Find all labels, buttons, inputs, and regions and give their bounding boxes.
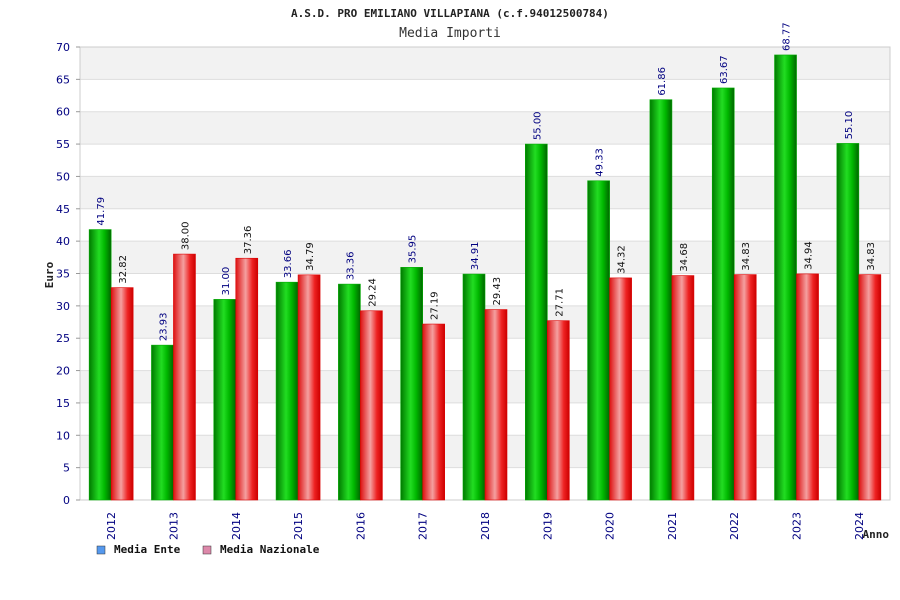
bar-media-nazionale-2018 [484, 309, 508, 501]
y-tick-label: 10 [56, 429, 70, 442]
y-tick-label: 20 [56, 365, 70, 378]
y-axis-ticks: 0 5 10 15 20 25 30 35 40 45 50 55 60 65 70 [56, 41, 80, 507]
data-labels: 41.79 32.82 23.93 38.00 31.00 37.36 33.66 34.79… [96, 22, 877, 341]
chart-subtitle: Media Importi [399, 26, 501, 41]
data-label: 41.79 [96, 197, 107, 226]
data-label: 27.71 [554, 288, 565, 317]
data-label: 63.67 [719, 55, 730, 84]
bar-media-ente-2021 [649, 99, 673, 501]
x-tick-label: 2017 [417, 512, 430, 540]
x-axis-label: Anno [863, 528, 890, 541]
bar-media-ente-2023 [774, 54, 797, 501]
y-tick-label: 60 [56, 106, 70, 119]
bar-media-ente-2015 [275, 281, 299, 501]
x-tick-label: 2016 [354, 512, 367, 540]
bar-media-ente-2022 [711, 87, 735, 501]
y-tick-label: 50 [56, 170, 70, 183]
data-label: 33.66 [283, 250, 294, 279]
data-label: 55.10 [844, 111, 855, 140]
y-tick-label: 40 [56, 235, 70, 248]
y-tick-label: 30 [56, 300, 70, 313]
bar-media-ente-2017 [400, 267, 423, 501]
data-label: 29.43 [492, 277, 503, 306]
chart-title: A.S.D. PRO EMILIANO VILLAPIANA (c.f.9401… [291, 7, 609, 20]
bar-media-ente-2024 [836, 143, 860, 501]
y-tick-label: 5 [63, 462, 70, 475]
data-label: 55.00 [532, 111, 543, 140]
bar-media-ente-2019 [525, 143, 548, 501]
bar-media-ente-2018 [462, 273, 486, 501]
grid-band [80, 176, 890, 209]
bar-media-nazionale-2021 [671, 275, 695, 501]
legend-swatch-media-nazionale [202, 545, 212, 555]
bar-media-nazionale-2015 [297, 274, 321, 501]
data-label: 68.77 [782, 22, 793, 51]
y-tick-label: 70 [56, 41, 70, 54]
data-label: 34.79 [305, 242, 316, 271]
x-axis-ticks: 2012 2013 2014 2015 2016 2017 2018 2019 2020 2021… [105, 512, 866, 540]
y-tick-label: 45 [56, 203, 70, 216]
bar-media-ente-2016 [338, 283, 361, 501]
bar-media-nazionale-2012 [110, 287, 134, 501]
bar-media-nazionale-2023 [796, 273, 819, 501]
data-label: 29.24 [367, 278, 378, 307]
grid-band [80, 241, 890, 274]
bar-media-nazionale-2014 [235, 257, 259, 501]
bar-media-nazionale-2019 [547, 320, 570, 501]
data-label: 32.82 [118, 255, 129, 284]
bar-media-nazionale-2020 [609, 277, 632, 501]
bar-media-ente-2020 [587, 180, 610, 501]
bars [88, 54, 882, 501]
grid-band [80, 111, 890, 145]
legend-label-media-ente: Media Ente [114, 543, 181, 556]
data-label: 61.86 [657, 67, 668, 96]
legend-swatch-media-ente [96, 545, 106, 555]
legend: Media Ente Media Nazionale [96, 543, 320, 556]
x-tick-label: 2020 [604, 512, 617, 540]
x-tick-label: 2021 [666, 512, 679, 540]
data-label: 35.95 [408, 235, 419, 264]
y-tick-label: 55 [56, 138, 70, 151]
x-tick-label: 2018 [479, 512, 492, 540]
y-tick-label: 35 [56, 268, 70, 281]
data-label: 31.00 [221, 267, 232, 296]
data-label: 38.00 [180, 221, 191, 250]
data-label: 23.93 [158, 312, 169, 341]
data-label: 34.68 [679, 243, 690, 272]
x-tick-label: 2014 [230, 512, 243, 540]
bar-media-nazionale-2017 [422, 323, 445, 501]
data-label: 49.33 [595, 148, 606, 177]
x-tick-label: 2012 [105, 512, 118, 540]
y-tick-label: 0 [63, 494, 70, 507]
bar-media-ente-2014 [213, 299, 237, 501]
grid-band [80, 47, 890, 80]
data-label: 34.83 [866, 242, 877, 271]
bar-media-ente-2013 [151, 344, 174, 501]
y-tick-label: 25 [56, 332, 70, 345]
x-tick-label: 2019 [541, 512, 554, 540]
data-label: 27.19 [430, 291, 441, 320]
legend-label-media-nazionale: Media Nazionale [220, 543, 320, 556]
bar-media-nazionale-2016 [360, 310, 383, 501]
x-tick-label: 2024 [853, 512, 866, 540]
data-label: 34.32 [617, 245, 628, 274]
data-label: 33.36 [345, 251, 356, 280]
x-tick-label: 2013 [167, 512, 180, 540]
data-label: 34.91 [470, 241, 481, 270]
bar-media-nazionale-2024 [858, 274, 882, 501]
x-tick-label: 2023 [791, 512, 804, 540]
data-label: 34.83 [741, 242, 752, 271]
bar-media-nazionale-2013 [173, 253, 196, 501]
y-tick-label: 65 [56, 73, 70, 86]
y-axis-label: Euro [43, 261, 56, 288]
data-label: 37.36 [243, 226, 254, 255]
data-label: 34.94 [804, 241, 815, 270]
bar-media-nazionale-2022 [733, 274, 757, 501]
bar-media-ente-2012 [88, 229, 112, 501]
x-tick-label: 2015 [292, 512, 305, 540]
y-tick-label: 15 [56, 397, 70, 410]
x-tick-label: 2022 [728, 512, 741, 540]
